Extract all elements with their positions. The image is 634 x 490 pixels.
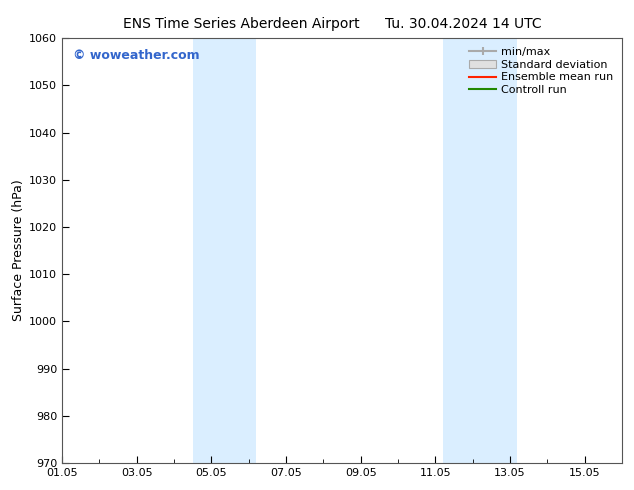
Text: ENS Time Series Aberdeen Airport: ENS Time Series Aberdeen Airport <box>122 17 359 31</box>
Y-axis label: Surface Pressure (hPa): Surface Pressure (hPa) <box>12 180 25 321</box>
Text: Tu. 30.04.2024 14 UTC: Tu. 30.04.2024 14 UTC <box>384 17 541 31</box>
Legend: min/max, Standard deviation, Ensemble mean run, Controll run: min/max, Standard deviation, Ensemble me… <box>465 44 616 98</box>
Bar <box>443 38 517 463</box>
Text: © woweather.com: © woweather.com <box>74 49 200 62</box>
Bar <box>193 38 256 463</box>
